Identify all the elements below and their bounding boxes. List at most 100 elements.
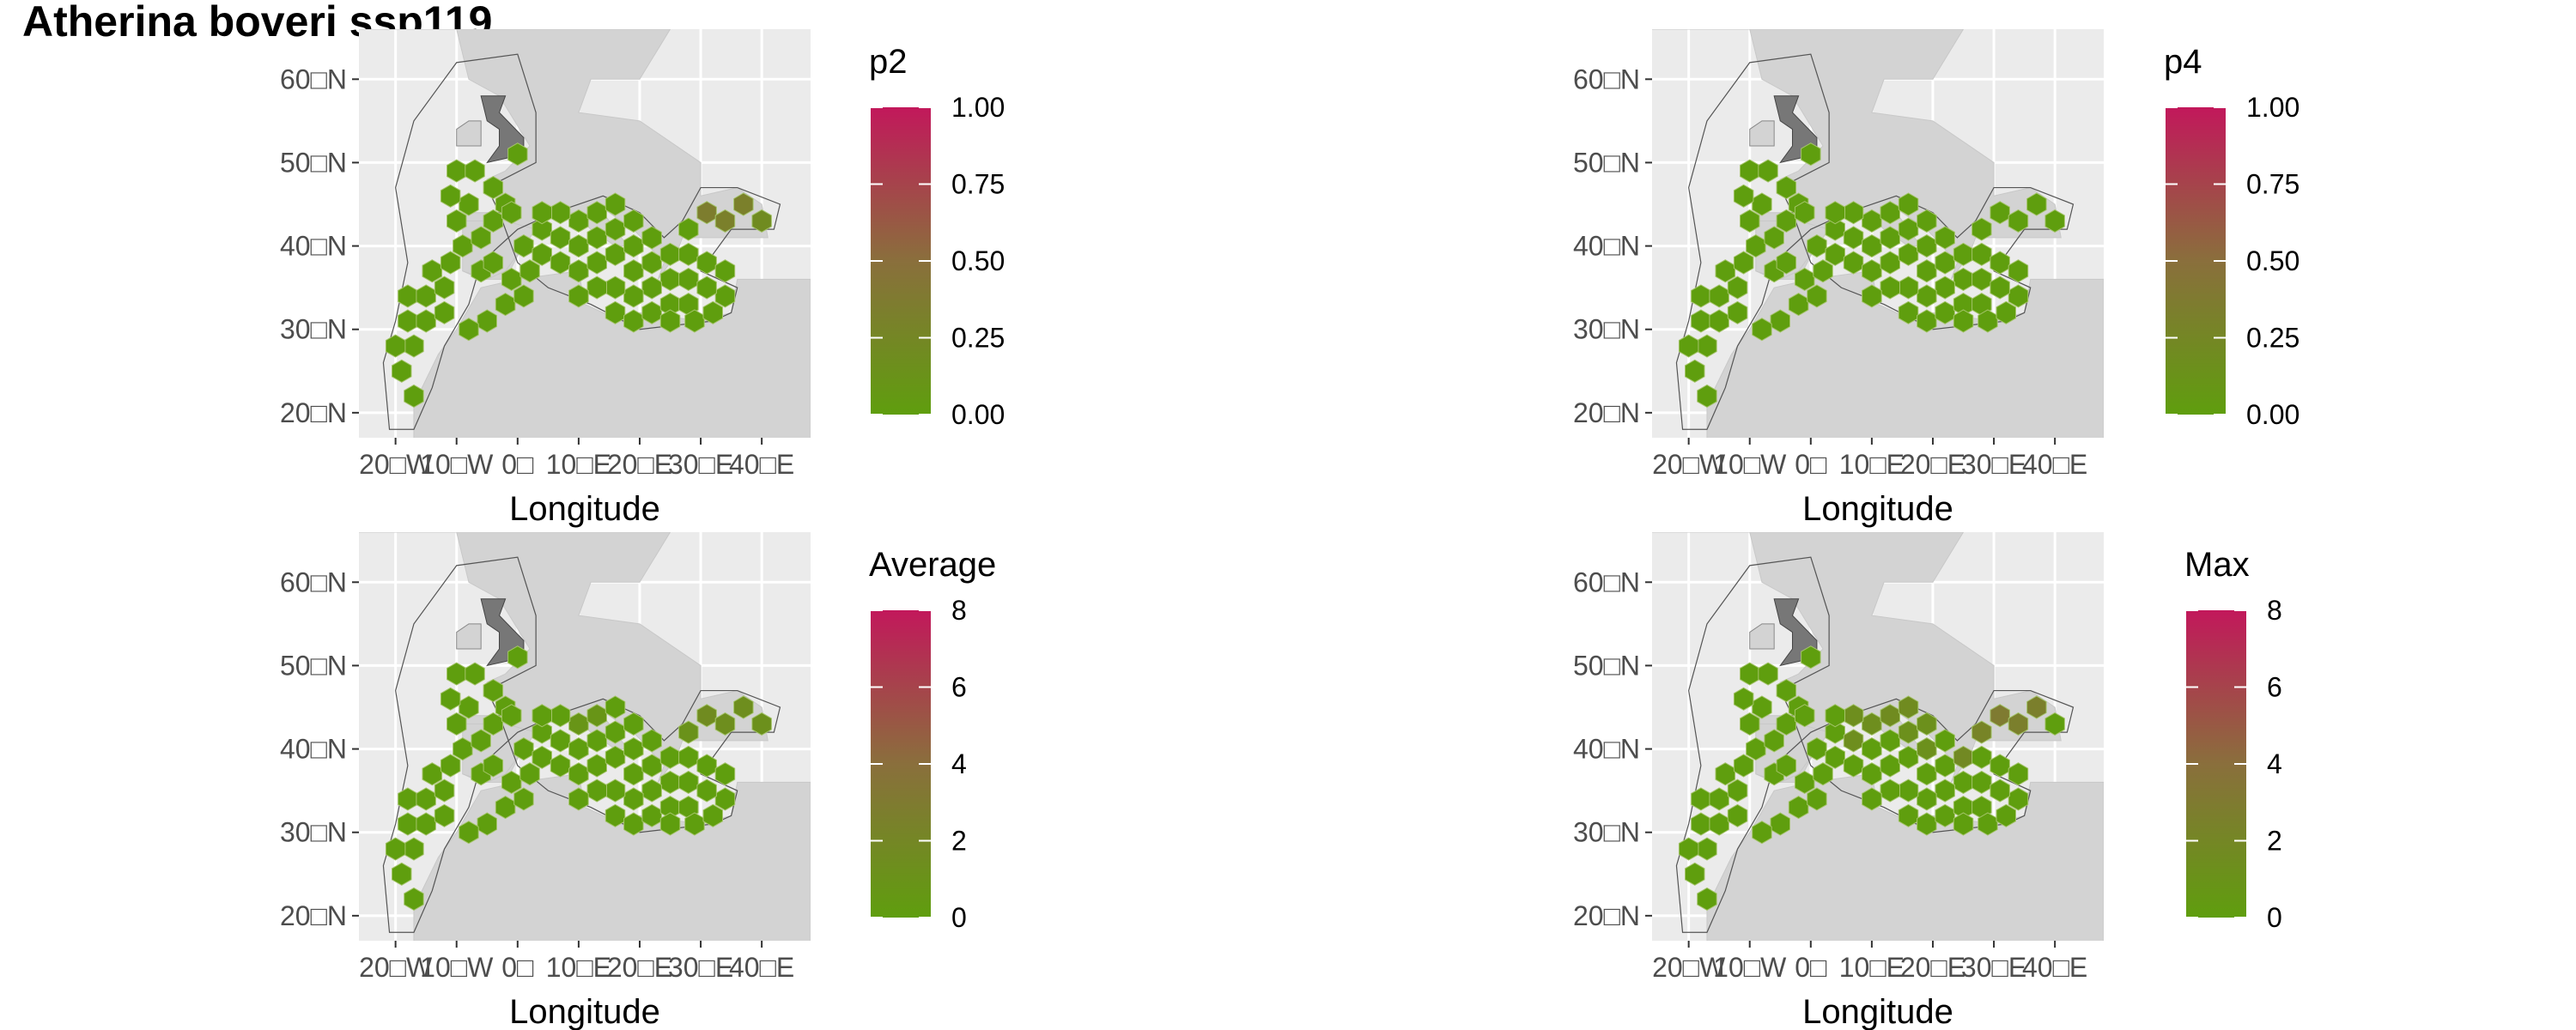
hex-cell	[1843, 729, 1864, 753]
legend-title: p4	[2164, 43, 2202, 81]
hex-cell	[2008, 209, 2029, 233]
hex-cell	[507, 142, 528, 167]
hex-cell	[1898, 300, 1919, 324]
lat-tick-label: 60□N	[1573, 64, 1640, 94]
hex-cell	[1740, 209, 1760, 233]
hex-cell	[678, 720, 699, 744]
hex-cell	[519, 259, 540, 283]
hex-cell	[1807, 234, 1827, 258]
hex-cell	[1898, 803, 1919, 827]
hex-cell	[1990, 276, 2010, 300]
hex-cell	[1935, 729, 1955, 753]
hex-cell	[513, 284, 534, 308]
lat-tick-label: 20□N	[280, 900, 347, 931]
hex-cell	[1758, 159, 1778, 183]
hex-cell	[434, 803, 455, 827]
hex-cell	[440, 754, 461, 778]
lat-tick-label: 30□N	[280, 817, 347, 848]
hex-cell	[641, 779, 662, 803]
legend-label: 6	[951, 672, 967, 703]
lon-tick-label: 30□E	[1961, 449, 2026, 480]
lon-tick-label: 40□E	[729, 952, 794, 983]
hex-cell	[1794, 201, 1815, 225]
hex-cell	[1971, 217, 1992, 241]
hex-cell	[605, 192, 626, 216]
hex-cell	[532, 720, 552, 744]
legend-label: 0.25	[951, 323, 1005, 354]
hex-cell	[2044, 712, 2065, 736]
hex-cell	[1971, 720, 1992, 744]
hex-cell	[2008, 762, 2029, 786]
hex-cell	[751, 712, 772, 736]
hex-cell	[1758, 662, 1778, 686]
hex-cell	[1764, 729, 1784, 753]
hex-cell	[678, 745, 699, 769]
legend-label: 0.00	[2246, 399, 2300, 430]
hex-cell	[1825, 217, 1845, 241]
hex-cell	[1917, 712, 1937, 736]
hex-cell	[1843, 226, 1864, 250]
hex-cell	[714, 209, 736, 233]
hex-cell	[1776, 754, 1797, 778]
hex-cell	[465, 662, 485, 686]
hex-cell	[1996, 300, 2016, 324]
hex-cell	[1727, 779, 1748, 803]
hex-cell	[1825, 745, 1845, 769]
hex-cell	[623, 209, 644, 233]
hex-cell	[751, 209, 772, 233]
hex-cell	[1825, 704, 1845, 728]
hex-cell	[1697, 887, 1717, 911]
hex-cell	[483, 754, 504, 778]
study-area-outline	[1675, 53, 2075, 430]
hex-cell	[477, 309, 497, 333]
legend-label: 0.75	[2246, 169, 2300, 200]
hex-cell	[532, 242, 552, 266]
lon-tick-label: 20□E	[607, 449, 672, 480]
lat-tick-label: 30□N	[280, 314, 347, 345]
hex-cell	[513, 737, 534, 761]
hex-cell	[714, 259, 736, 283]
hex-cell	[696, 754, 717, 778]
hex-cell	[1740, 712, 1760, 736]
x-axis-title: Longitude	[509, 993, 660, 1030]
hex-cell	[1733, 251, 1754, 275]
hex-cell	[678, 770, 699, 794]
hex-cell	[586, 276, 607, 300]
hex-cell	[434, 276, 455, 300]
legend-label: 6	[2267, 672, 2282, 703]
lon-tick-label: 30□E	[668, 449, 733, 480]
hex-cell	[1807, 787, 1827, 811]
hex-cell	[1843, 754, 1864, 778]
hex-cell	[1953, 812, 1974, 836]
hex-cell	[696, 276, 717, 300]
lat-tick-label: 50□N	[280, 147, 347, 178]
hex-cell	[1898, 192, 1919, 216]
hex-cell	[1971, 770, 1992, 794]
hex-cell	[702, 300, 723, 324]
hex-cell	[1971, 242, 1992, 266]
hex-cell	[447, 209, 467, 233]
lon-tick-label: 20□W	[1652, 449, 1726, 480]
hex-cell	[532, 201, 552, 225]
hex-cell	[1953, 309, 1974, 333]
lon-tick-label: 40□E	[2022, 952, 2087, 983]
lat-tick-label: 60□N	[280, 64, 347, 94]
lon-tick-label: 0□	[1795, 449, 1827, 480]
legend-title: Average	[869, 546, 996, 584]
hex-cell	[1935, 276, 1955, 300]
map-panel-3: 60□N 50□N 40□N 30□N 20□N 20□W10□W 0□ 10□E20□E30…	[280, 532, 996, 1030]
legend-label: 8	[2267, 595, 2282, 626]
lat-tick-label: 50□N	[1573, 650, 1640, 681]
hex-cell	[440, 184, 461, 208]
hex-cell	[1880, 276, 1900, 300]
lat-tick-label: 20□N	[280, 397, 347, 428]
hex-cell	[1776, 176, 1797, 200]
hex-cell	[513, 234, 534, 258]
x-axis-title: Longitude	[1802, 490, 1953, 528]
lon-tick-label: 10□E	[546, 952, 611, 983]
hex-cell	[678, 267, 699, 291]
hex-cell	[1770, 309, 1790, 333]
hex-cell	[550, 729, 571, 753]
hex-cell	[1880, 779, 1900, 803]
lon-tick-label: 40□E	[729, 449, 794, 480]
